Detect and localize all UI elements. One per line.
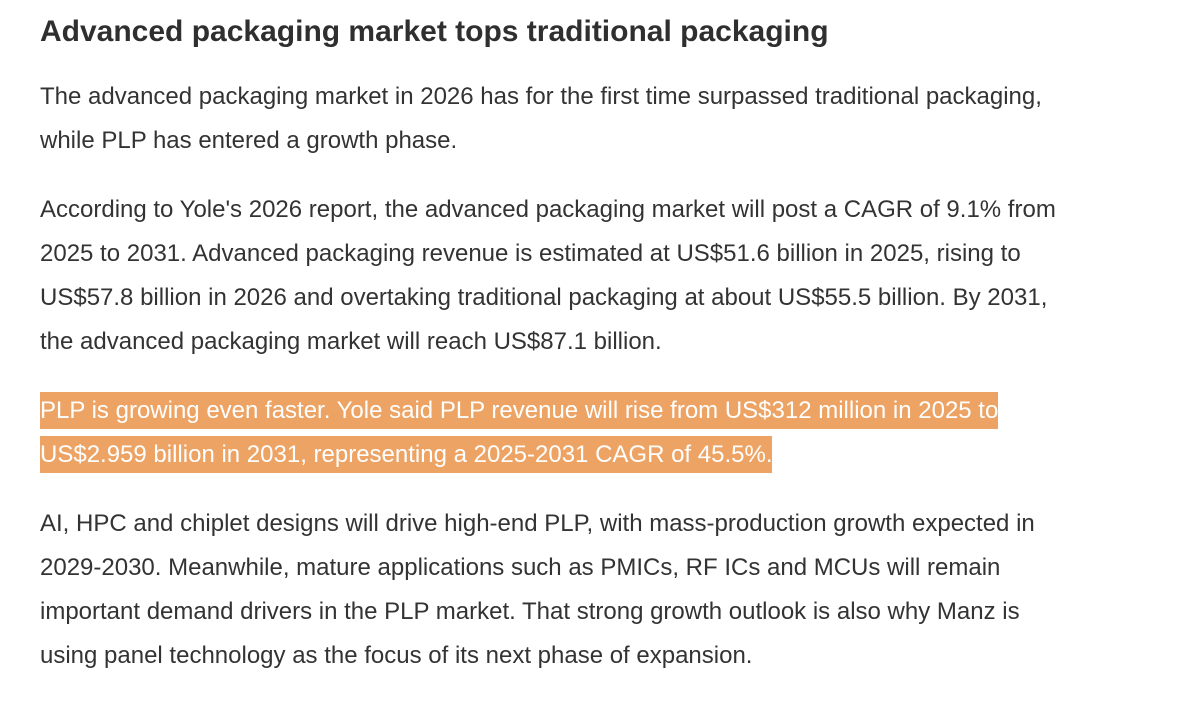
text-line: 2025 to 2031. Advanced packaging revenue… [40, 240, 1021, 267]
text-line: US$2.959 billion in 2031, representing a… [40, 433, 1190, 477]
text-line: AI, HPC and chiplet designs will drive h… [40, 510, 1035, 537]
text-line: The advanced packaging market in 2026 ha… [40, 83, 1042, 110]
text-line: while PLP has entered a growth phase. [40, 127, 458, 154]
text-line: 2029-2030. Meanwhile, mature application… [40, 554, 1001, 581]
text-line: using panel technology as the focus of i… [40, 642, 753, 669]
text-line: important demand drivers in the PLP mark… [40, 598, 1020, 625]
article-body: The advanced packaging market in 2026 ha… [40, 75, 1190, 703]
paragraph: AI, HPC and chiplet designs will drive h… [40, 502, 1190, 678]
highlighted-text: PLP is growing even faster. Yole said PL… [40, 392, 999, 429]
paragraph: The advanced packaging market in 2026 ha… [40, 75, 1190, 163]
highlighted-text: US$2.959 billion in 2031, representing a… [40, 436, 773, 473]
heading: Advanced packaging market tops tradition… [40, 15, 829, 48]
text-line: According to Yole's 2026 report, the adv… [40, 196, 1056, 223]
paragraph: PLP is growing even faster. Yole said PL… [40, 389, 1190, 477]
text-line: the advanced packaging market will reach… [40, 328, 662, 355]
paragraph: According to Yole's 2026 report, the adv… [40, 188, 1190, 364]
text-line: PLP is growing even faster. Yole said PL… [40, 389, 1190, 433]
text-line: US$57.8 billion in 2026 and overtaking t… [40, 284, 1048, 311]
